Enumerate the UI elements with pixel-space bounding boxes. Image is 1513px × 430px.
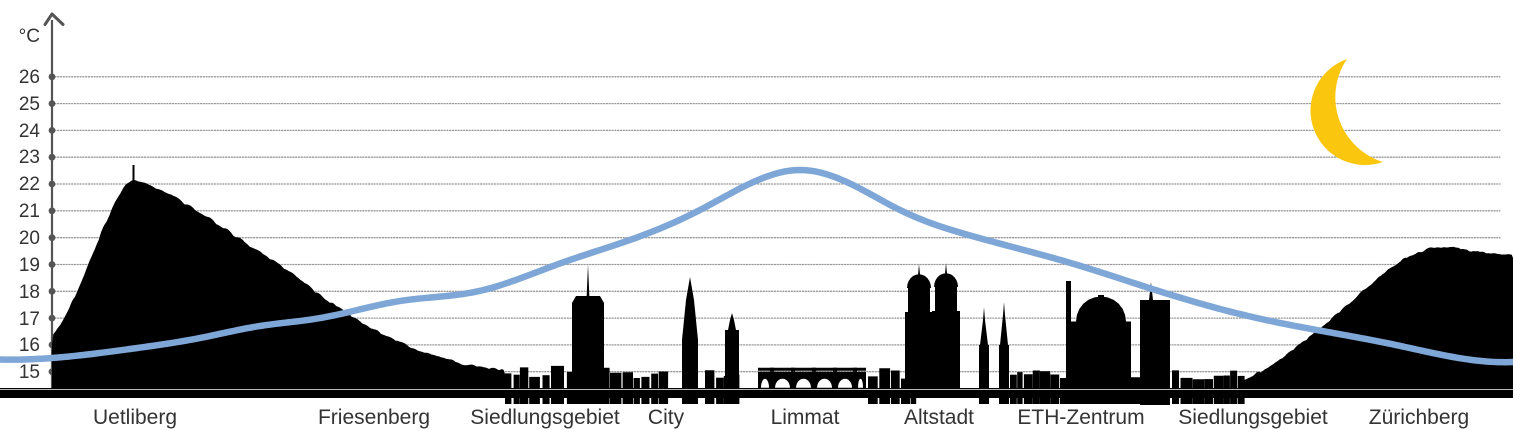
svg-text:Altstadt: Altstadt xyxy=(904,406,974,429)
svg-text:24: 24 xyxy=(19,121,41,142)
svg-text:Friesenberg: Friesenberg xyxy=(318,406,430,429)
svg-text:Siedlungsgebiet: Siedlungsgebiet xyxy=(1178,406,1328,429)
svg-text:Zürichberg: Zürichberg xyxy=(1369,406,1469,429)
svg-text:18: 18 xyxy=(19,282,40,303)
svg-text:20: 20 xyxy=(19,228,40,249)
svg-text:21: 21 xyxy=(19,201,40,222)
svg-text:°C: °C xyxy=(19,26,40,47)
svg-text:City: City xyxy=(648,406,685,429)
svg-text:ETH-Zentrum: ETH-Zentrum xyxy=(1017,406,1144,429)
svg-text:19: 19 xyxy=(19,255,40,276)
svg-text:Siedlungsgebiet: Siedlungsgebiet xyxy=(470,406,620,429)
svg-text:23: 23 xyxy=(19,147,40,168)
svg-text:22: 22 xyxy=(19,174,40,195)
svg-text:25: 25 xyxy=(19,94,40,115)
svg-text:15: 15 xyxy=(19,362,40,383)
svg-text:Limmat: Limmat xyxy=(771,406,840,429)
svg-text:17: 17 xyxy=(19,309,40,330)
svg-text:16: 16 xyxy=(19,335,40,356)
svg-text:Uetliberg: Uetliberg xyxy=(93,406,177,429)
svg-text:26: 26 xyxy=(19,67,40,88)
